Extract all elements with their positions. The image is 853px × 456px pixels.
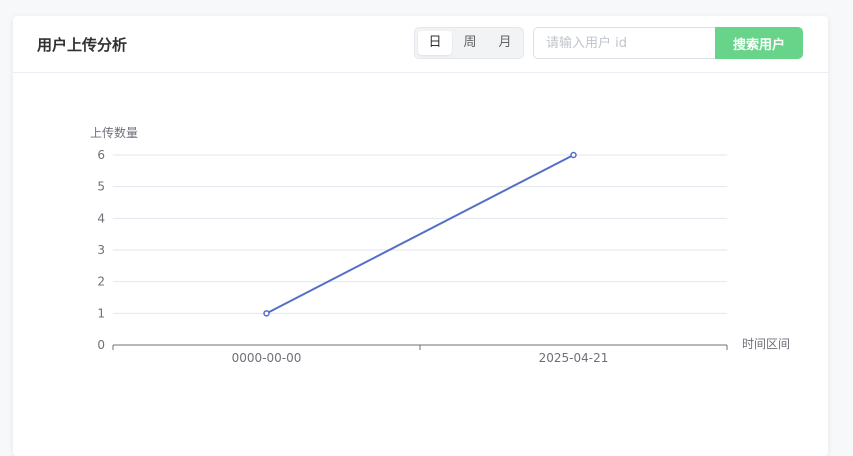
y-tick-label: 0 — [97, 338, 105, 352]
y-tick-label: 5 — [97, 180, 105, 194]
search-user-button[interactable]: 搜索用户 — [715, 27, 803, 59]
page-title: 用户上传分析 — [37, 36, 128, 54]
user-id-search-input[interactable] — [533, 27, 716, 59]
upload-count-line-chart: 上传数量 时间区间 0 1 2 3 4 5 6 0000-00-00 2025-04-21 — [90, 125, 790, 365]
y-tick-label: 4 — [97, 211, 105, 225]
y-axis-title: 上传数量 — [90, 125, 138, 140]
upload-analysis-card: 用户上传分析 日 周 月 搜索用户 — [13, 16, 828, 456]
chart-gridlines — [113, 154, 727, 314]
y-axis-ticks: 0 1 2 3 4 5 6 — [97, 148, 105, 352]
y-tick-label: 1 — [97, 306, 105, 320]
x-axis-title: 时间区间 — [742, 337, 790, 351]
series-upload-count — [263, 151, 577, 317]
x-tick-label: 0000-00-00 — [232, 351, 302, 365]
period-selector: 日 周 月 — [414, 27, 524, 59]
period-day-tab[interactable]: 日 — [418, 31, 452, 55]
x-tick-label: 2025-04-21 — [539, 351, 609, 365]
data-point[interactable] — [570, 151, 577, 159]
period-week-tab[interactable]: 周 — [463, 35, 477, 50]
y-tick-label: 6 — [97, 148, 105, 162]
period-month-tab[interactable]: 月 — [498, 35, 512, 50]
x-axis: 0000-00-00 2025-04-21 — [112, 344, 728, 365]
data-point[interactable] — [263, 310, 270, 317]
y-tick-label: 2 — [97, 275, 105, 289]
card-header: 用户上传分析 日 周 月 搜索用户 — [13, 16, 828, 73]
y-tick-label: 3 — [97, 243, 105, 257]
series-line — [266, 154, 574, 315]
